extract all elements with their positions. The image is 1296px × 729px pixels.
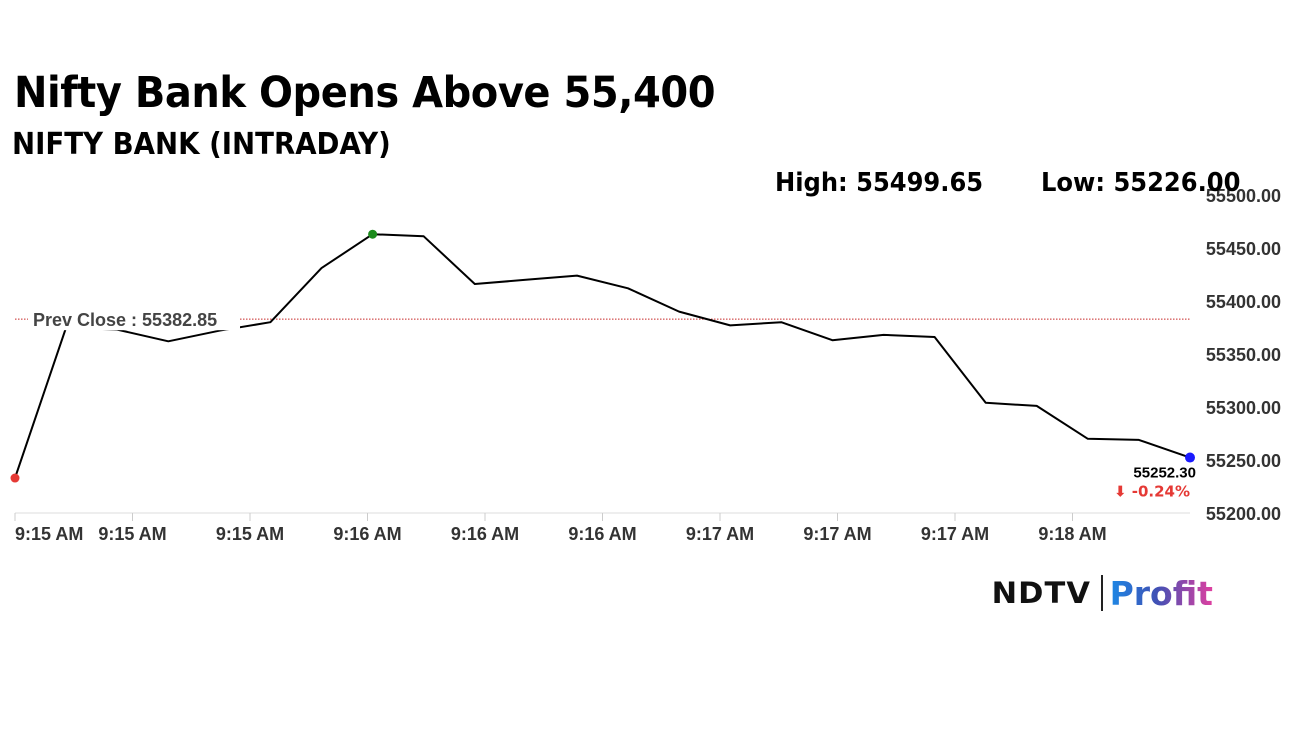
y-tick-label: 55300.00 [1206,398,1281,418]
logo-profit: Profit [1109,573,1213,613]
y-tick-label: 55200.00 [1206,504,1281,524]
y-tick-label: 55350.00 [1206,345,1281,365]
logo-ndtv: NDTV [991,576,1091,610]
open-point-marker [10,473,20,483]
x-tick-label: 9:17 AM [686,524,754,544]
x-tick-label: 9:16 AM [451,524,519,544]
headline: Nifty Bank Opens Above 55,400 [14,68,716,118]
change-label: ⬇ -0.24% [1114,483,1190,501]
chart-subtitle: NIFTY BANK (INTRADAY) [12,127,391,162]
low-stat: Low: 55226.00 [1041,168,1241,198]
x-tick-label: 9:17 AM [803,524,871,544]
y-tick-label: 55250.00 [1206,451,1281,471]
x-tick-label: 9:15 AM [216,524,284,544]
prev-close-label-bg [28,306,240,331]
x-tick-label: 9:16 AM [568,524,636,544]
prev-close-label: Prev Close : 55382.85 [33,310,217,330]
y-tick-label: 55400.00 [1206,292,1281,312]
x-tick-label: 9:15 AM [98,524,166,544]
x-tick-label: 9:16 AM [333,524,401,544]
y-tick-label: 55500.00 [1206,186,1281,206]
ndtv-profit-logo: NDTV Profit [991,570,1213,616]
last-value-label: 55252.30 [1133,465,1196,482]
logo-divider [1100,575,1103,611]
y-tick-label: 55450.00 [1206,239,1281,259]
x-tick-label: 9:17 AM [921,524,989,544]
price-line [14,233,1191,479]
x-tick-label: 9:18 AM [1038,524,1106,544]
x-tick-label: 9:15 AM [15,524,83,544]
high-point-marker [368,229,378,239]
last-point-marker [1185,452,1195,463]
high-stat: High: 55499.65 [775,168,984,198]
